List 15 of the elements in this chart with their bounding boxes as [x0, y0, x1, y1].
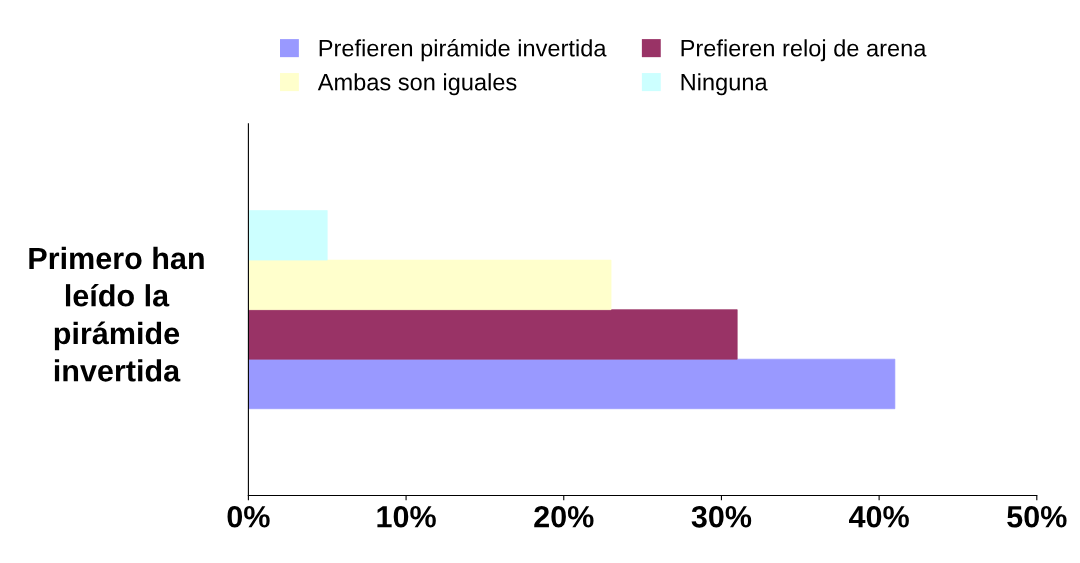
y-tick-label: Primero han leído la pirámide invertida: [29, 246, 204, 382]
bar: [248, 210, 328, 261]
bar: [248, 259, 612, 310]
x-tick-label: 0%: [227, 505, 270, 528]
x-tick-label: 40%: [849, 505, 909, 528]
legend-label: Ninguna: [681, 73, 768, 96]
bar: [248, 309, 738, 360]
legend-label: Prefieren pirámide invertida: [319, 38, 607, 62]
x-tick-label: 10%: [377, 505, 436, 528]
legend-label: Prefieren reloj de arena: [681, 39, 927, 62]
x-tick-label: 50%: [1007, 505, 1067, 528]
x-tick-label: 20%: [534, 505, 594, 528]
x-tick-label: 30%: [691, 505, 752, 528]
legend-label: Ambas son iguales: [317, 73, 517, 96]
bar: [248, 358, 896, 410]
